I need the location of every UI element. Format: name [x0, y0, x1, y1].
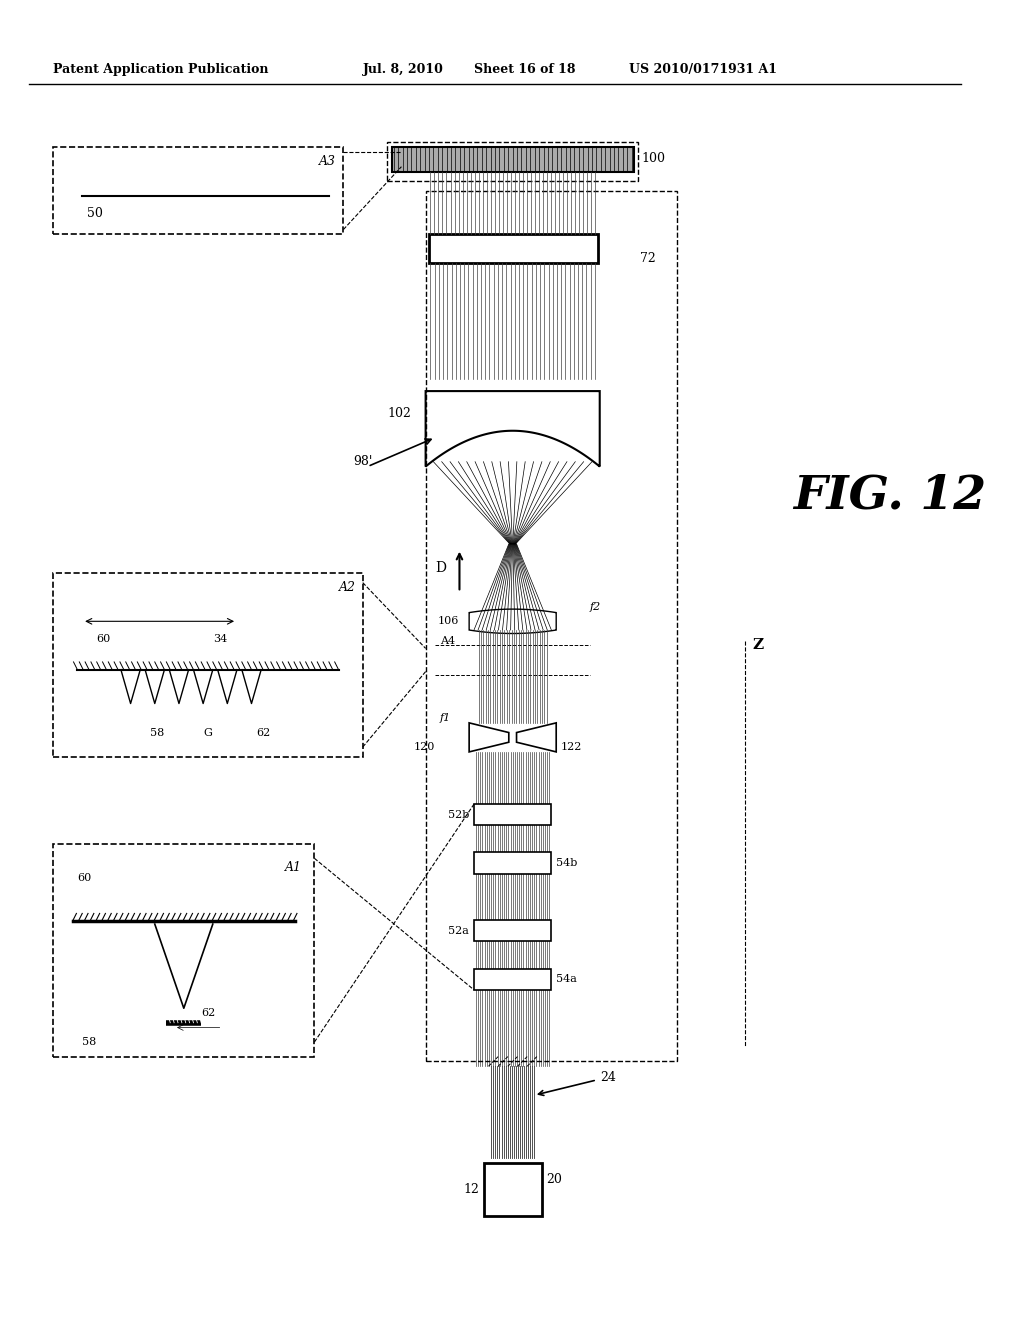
Text: Jul. 8, 2010: Jul. 8, 2010	[362, 63, 443, 77]
Bar	[474, 920, 551, 941]
Text: 54b: 54b	[556, 858, 578, 869]
Text: 72: 72	[640, 252, 656, 265]
Text: 52a: 52a	[449, 925, 469, 936]
Text: 34: 34	[213, 634, 227, 644]
Text: 50: 50	[87, 207, 103, 219]
Text: G: G	[203, 727, 212, 738]
Text: US 2010/0171931 A1: US 2010/0171931 A1	[629, 63, 777, 77]
Bar	[483, 1163, 542, 1216]
Bar	[392, 148, 634, 172]
Text: A1: A1	[286, 862, 302, 874]
Text: 106: 106	[438, 616, 460, 626]
Text: 58: 58	[150, 727, 164, 738]
Bar	[53, 573, 362, 756]
Text: 52b: 52b	[447, 809, 469, 820]
Text: FIG. 12: FIG. 12	[794, 473, 986, 519]
Text: f2: f2	[590, 602, 601, 611]
Text: 54a: 54a	[556, 974, 578, 985]
Text: f1: f1	[440, 713, 452, 723]
Text: 62: 62	[201, 1008, 215, 1018]
Text: 60: 60	[96, 634, 111, 644]
Text: 62: 62	[256, 727, 270, 738]
Bar	[428, 235, 598, 264]
Bar	[53, 148, 343, 235]
Bar	[53, 843, 314, 1056]
Bar	[426, 191, 677, 1061]
Text: 12: 12	[463, 1183, 479, 1196]
Text: Sheet 16 of 18: Sheet 16 of 18	[474, 63, 575, 77]
Text: 98': 98'	[353, 455, 373, 469]
Text: Z: Z	[753, 639, 764, 652]
Bar	[474, 969, 551, 990]
Text: A2: A2	[339, 581, 355, 594]
Text: 102: 102	[387, 407, 411, 420]
Text: A3: A3	[319, 156, 336, 169]
Text: 60: 60	[78, 873, 91, 883]
Text: Patent Application Publication: Patent Application Publication	[53, 63, 268, 77]
Text: 100: 100	[641, 152, 666, 165]
Text: 120: 120	[414, 742, 435, 752]
Bar	[474, 853, 551, 874]
Text: 24: 24	[539, 1071, 615, 1096]
Polygon shape	[469, 723, 509, 752]
Text: D: D	[435, 561, 446, 576]
Polygon shape	[469, 609, 556, 634]
Text: 58: 58	[82, 1038, 96, 1047]
Polygon shape	[516, 723, 556, 752]
Text: 122: 122	[561, 742, 583, 752]
Text: 20: 20	[547, 1173, 562, 1185]
Text: A4: A4	[440, 636, 456, 645]
Bar	[387, 143, 638, 181]
Bar	[474, 804, 551, 825]
Polygon shape	[426, 391, 600, 466]
